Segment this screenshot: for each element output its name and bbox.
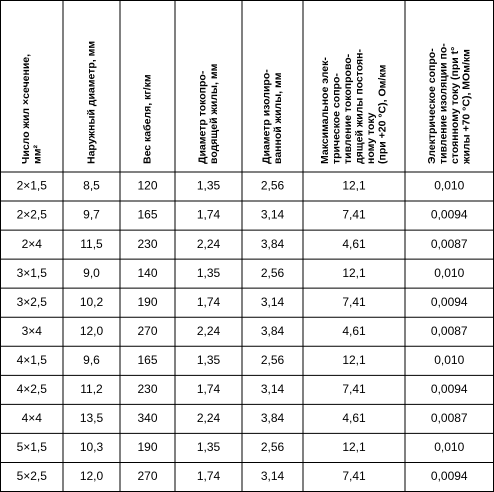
header-text: (при +20 °C), Ом/км (377, 64, 389, 164)
cell-text: 1,74 (197, 382, 221, 396)
cell-text: 9,7 (83, 208, 100, 222)
cell-text: 3,14 (261, 382, 285, 396)
cell-text: 2,24 (197, 411, 221, 425)
cell-text: 230 (137, 237, 157, 251)
cell-text: 3,14 (261, 295, 285, 309)
cell-text: 0,0094 (431, 295, 468, 309)
cell-text: 3×4 (22, 324, 43, 338)
cell-text: 5×1,5 (17, 440, 48, 454)
header-text: стоянному току (при t° (449, 47, 461, 164)
cell-text: 0,0094 (431, 208, 468, 222)
cell-text: 12,1 (342, 266, 366, 280)
header-text: Число жил ×сечение, (20, 54, 32, 164)
cell-text: 0,0094 (431, 469, 468, 483)
cell-text: 0,010 (434, 266, 464, 280)
cell-text: 11,5 (80, 237, 103, 251)
header-text: трическое сопро- (331, 73, 343, 164)
cell-text: 4×4 (22, 411, 43, 425)
cell-text: 270 (137, 469, 157, 483)
header-text: Наружный диаметр, мм (85, 41, 97, 164)
cell-text: 340 (137, 411, 157, 425)
cell-text: 4,61 (342, 237, 366, 251)
cell-text: 7,41 (342, 469, 366, 483)
cell-text: 3,84 (261, 411, 285, 425)
cell-text: 4×2,5 (17, 382, 48, 396)
cell-text: 12,0 (80, 469, 104, 483)
cell-text: 1,74 (197, 208, 221, 222)
cell-text: 2,24 (197, 237, 221, 251)
cell-text: 10,2 (80, 295, 104, 309)
cell-text: 8,5 (83, 179, 100, 193)
header-text: жилы +70 °C), МОм/км (460, 49, 472, 165)
cell-text: 4×1,5 (17, 353, 48, 367)
cell-text: 10,3 (80, 440, 104, 454)
cell-text: 12,0 (80, 324, 104, 338)
cell-text: 9,6 (83, 353, 100, 367)
cell-text: 2×1,5 (17, 179, 48, 193)
cell-text: 0,010 (434, 440, 464, 454)
cell-text: 1,35 (197, 353, 221, 367)
cell-text: 165 (137, 208, 157, 222)
cell-text: 4,61 (342, 324, 366, 338)
header-text: Вес кабеля, кг/км (141, 74, 153, 164)
cell-text: 0,010 (434, 353, 464, 367)
header-text: Электрическое сопро- (426, 48, 438, 164)
cell-text: 1,74 (197, 295, 221, 309)
cell-text: 7,41 (342, 382, 366, 396)
cell-text: 3,84 (261, 324, 285, 338)
cell-text: 7,41 (342, 208, 366, 222)
cell-text: 13,5 (80, 411, 104, 425)
cell-text: 3,84 (261, 237, 285, 251)
cell-text: 230 (137, 382, 157, 396)
cell-text: 0,0087 (431, 411, 468, 425)
header-text: ному току (365, 112, 377, 164)
header-text: Максимальное элек- (319, 57, 331, 164)
cell-text: 2,56 (261, 179, 285, 193)
header-text: тивление изоляции по- (437, 43, 449, 164)
cell-text: 190 (137, 295, 157, 309)
cell-text: 7,41 (342, 295, 366, 309)
cell-text: 2×2,5 (17, 208, 48, 222)
cell-text: 3×1,5 (17, 266, 48, 280)
header-text: Диаметр токопро- (197, 70, 209, 164)
cell-text: 3,14 (261, 469, 285, 483)
cell-text: 0,0094 (431, 382, 468, 396)
cell-text: 0,0087 (431, 237, 468, 251)
cell-text: 1,35 (197, 179, 221, 193)
cell-text: 2,56 (261, 440, 285, 454)
cell-text: 0,010 (434, 179, 464, 193)
cell-text: 1,74 (197, 469, 221, 483)
cell-text: 11,2 (80, 382, 103, 396)
cell-text: 190 (137, 440, 157, 454)
header-text: водящей жилы, мм (208, 63, 220, 164)
cell-text: 120 (137, 179, 157, 193)
header-text: дящей жилы постоян- (354, 48, 366, 164)
cell-text: 9,0 (83, 266, 100, 280)
header-text: Диаметр изолиро- (261, 69, 273, 164)
header-text: тивление токопрово- (342, 53, 354, 164)
cell-text: 2,24 (197, 324, 221, 338)
header-text: мм² (31, 144, 43, 164)
header-text: ванной жилы, мм (272, 72, 284, 164)
cell-text: 2,56 (261, 353, 285, 367)
cell-text: 12,1 (342, 353, 366, 367)
cell-text: 165 (137, 353, 157, 367)
cell-text: 3×2,5 (17, 295, 48, 309)
cell-text: 270 (137, 324, 157, 338)
cell-text: 140 (137, 266, 157, 280)
cell-text: 2,56 (261, 266, 285, 280)
cell-text: 4,61 (342, 411, 366, 425)
cell-text: 0,0087 (431, 324, 468, 338)
cell-text: 1,35 (197, 440, 221, 454)
cell-text: 5×2,5 (17, 469, 48, 483)
cell-text: 2×4 (22, 237, 43, 251)
cell-text: 1,35 (197, 266, 221, 280)
cell-text: 3,14 (261, 208, 285, 222)
cell-text: 12,1 (342, 440, 366, 454)
cell-text: 12,1 (342, 179, 366, 193)
